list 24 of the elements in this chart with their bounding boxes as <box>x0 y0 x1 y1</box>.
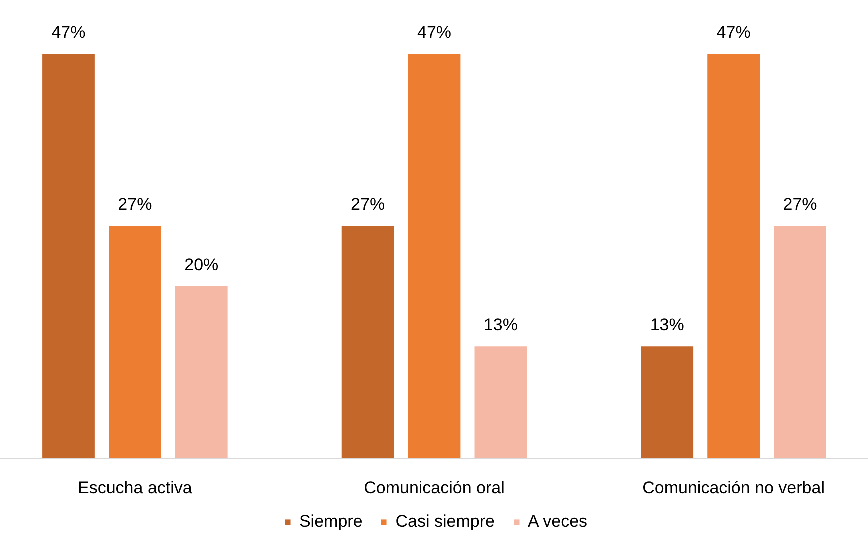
data-label: 27% <box>351 195 386 214</box>
data-label: 47% <box>52 23 86 42</box>
data-label: 27% <box>118 195 152 214</box>
data-label: 27% <box>783 195 818 214</box>
legend-label: Siempre <box>299 512 363 532</box>
legend-label: A veces <box>528 512 588 532</box>
bar <box>408 54 461 458</box>
data-label: 13% <box>650 316 684 335</box>
legend-label: Casi siempre <box>396 512 495 532</box>
bar <box>774 226 826 458</box>
x-tick-label: Comunicación no verbal <box>642 478 826 498</box>
bar <box>342 226 394 458</box>
data-label: 20% <box>184 255 219 274</box>
data-label: 47% <box>716 23 751 42</box>
bar <box>109 226 162 458</box>
bar <box>474 346 528 458</box>
bar <box>42 54 95 458</box>
x-tick-label: Comunicación oral <box>364 478 505 498</box>
bar <box>175 286 228 458</box>
x-tick-label: Escucha activa <box>78 478 193 498</box>
data-label: 47% <box>417 23 452 42</box>
bar <box>708 54 760 458</box>
data-label: 13% <box>484 316 518 335</box>
bar <box>641 346 694 458</box>
